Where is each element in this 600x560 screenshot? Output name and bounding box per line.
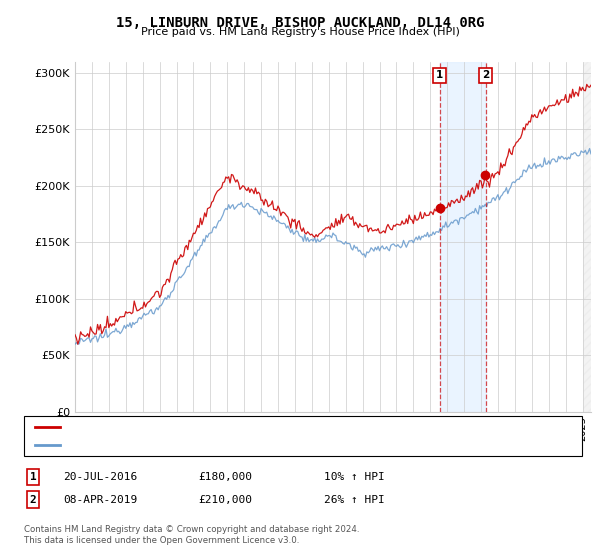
Text: HPI: Average price, detached house, County Durham: HPI: Average price, detached house, Coun…	[63, 440, 351, 450]
Text: 15, LINBURN DRIVE, BISHOP AUCKLAND, DL14 0RG (detached house): 15, LINBURN DRIVE, BISHOP AUCKLAND, DL14…	[63, 422, 421, 432]
Text: 15, LINBURN DRIVE, BISHOP AUCKLAND, DL14 0RG: 15, LINBURN DRIVE, BISHOP AUCKLAND, DL14…	[116, 16, 484, 30]
Text: 08-APR-2019: 08-APR-2019	[63, 494, 137, 505]
Text: 20-JUL-2016: 20-JUL-2016	[63, 472, 137, 482]
Text: 26% ↑ HPI: 26% ↑ HPI	[324, 494, 385, 505]
Text: £210,000: £210,000	[198, 494, 252, 505]
Text: Price paid vs. HM Land Registry's House Price Index (HPI): Price paid vs. HM Land Registry's House …	[140, 27, 460, 37]
Bar	[440, 62, 485, 412]
Text: 2: 2	[482, 70, 489, 80]
Text: 2: 2	[29, 494, 37, 505]
Text: 1: 1	[436, 70, 443, 80]
Bar	[583, 62, 591, 412]
Text: Contains HM Land Registry data © Crown copyright and database right 2024.
This d: Contains HM Land Registry data © Crown c…	[24, 525, 359, 545]
Text: £180,000: £180,000	[198, 472, 252, 482]
Text: 10% ↑ HPI: 10% ↑ HPI	[324, 472, 385, 482]
Text: 1: 1	[29, 472, 37, 482]
